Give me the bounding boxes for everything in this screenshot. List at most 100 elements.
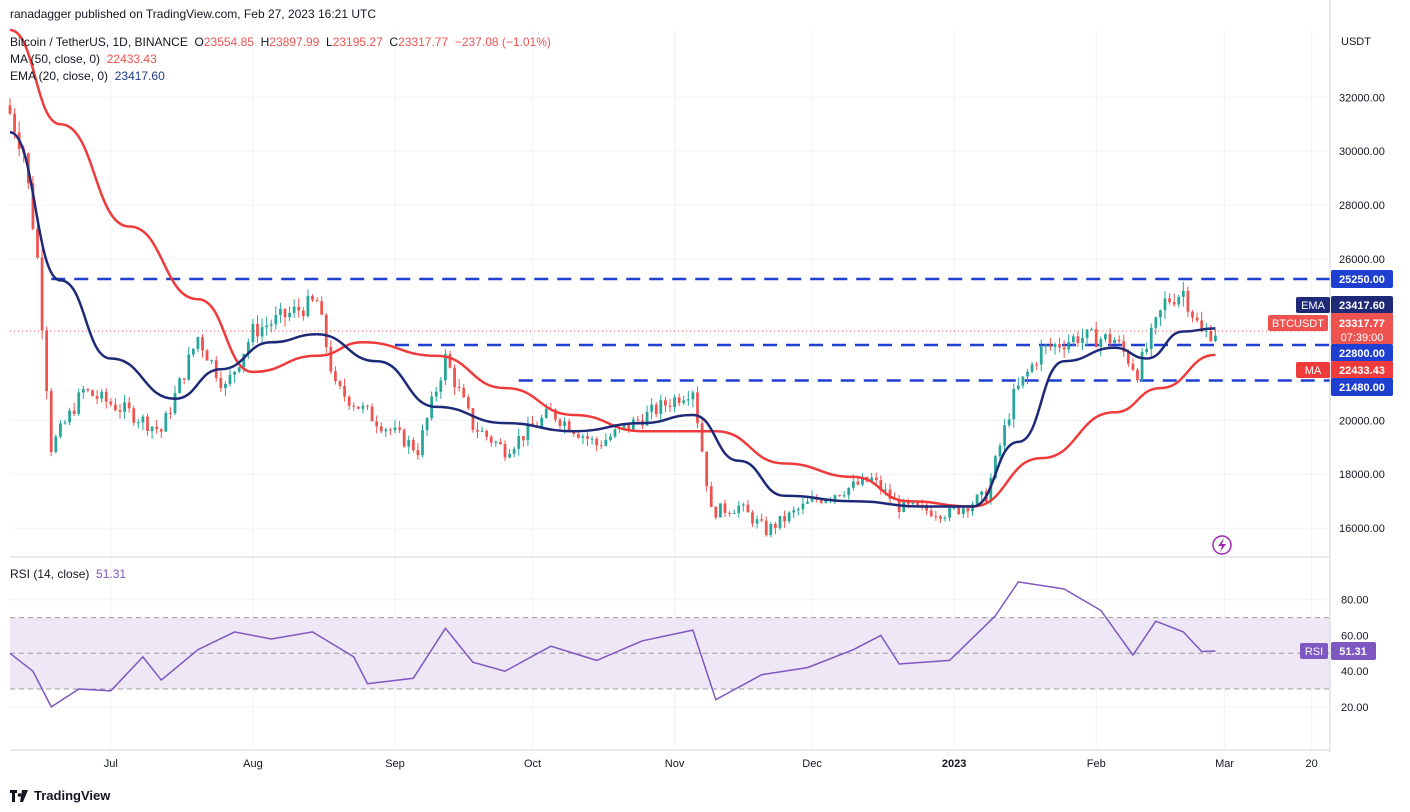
candle-body	[100, 391, 104, 399]
tradingview-logo[interactable]: TradingView	[10, 788, 110, 803]
change-value: −237.08 (−1.01%)	[454, 35, 551, 49]
candle-body	[476, 429, 479, 432]
ma-legend[interactable]: MA (50, close, 0) 22433.43	[10, 52, 157, 66]
candle-body	[627, 424, 631, 430]
ema-badge-tag: EMA	[1301, 300, 1326, 312]
candle-body	[939, 516, 942, 519]
candle-body	[705, 451, 709, 487]
candle-body	[1154, 317, 1158, 328]
candle-body	[1136, 369, 1139, 381]
candle-body	[132, 408, 136, 423]
countdown-label: 07:39:00	[1341, 332, 1384, 344]
ema-legend-label: EMA (20, close, 0)	[10, 69, 109, 83]
time-tick-label: Dec	[802, 758, 822, 770]
candle-body	[517, 436, 521, 449]
candle-body	[150, 426, 154, 432]
candle-body	[1012, 388, 1016, 420]
candle-body	[654, 404, 658, 415]
candle-body	[402, 429, 406, 447]
candle-body	[563, 421, 566, 426]
symbol-legend[interactable]: Bitcoin / TetherUS, 1D, BINANCE O23554.8…	[10, 35, 551, 49]
high-value: 23897.99	[269, 35, 320, 49]
candle-body	[595, 438, 599, 446]
candle-body	[279, 308, 282, 316]
candle-body	[1191, 311, 1194, 318]
time-tick-label: Sep	[385, 758, 405, 770]
low-value: 23195.27	[332, 35, 383, 49]
ma-legend-value: 22433.43	[106, 52, 157, 66]
candle-body	[975, 494, 979, 505]
candle-body	[457, 387, 461, 389]
candle-body	[581, 436, 585, 438]
price-tick-label: 26000.00	[1339, 254, 1385, 266]
rsi-value-box	[1331, 641, 1376, 660]
candle-body	[604, 439, 608, 446]
candle-body	[49, 391, 53, 453]
candle-body	[315, 300, 319, 302]
candle-body	[819, 499, 823, 503]
candle-body	[732, 512, 736, 514]
price-tick-label: 28000.00	[1339, 200, 1385, 212]
candle-body	[77, 392, 81, 414]
candle-body	[929, 510, 933, 517]
candle-body	[301, 310, 305, 317]
candle-body	[558, 419, 562, 426]
candle-body	[127, 402, 131, 409]
close-value: 23317.77	[398, 35, 449, 49]
candle-body	[1117, 339, 1121, 342]
candle-body	[489, 436, 493, 443]
lightning-icon	[1218, 538, 1226, 552]
candle-body	[961, 508, 965, 514]
candle-body	[306, 295, 310, 317]
rsi-tick-label: 20.00	[1341, 702, 1369, 714]
candle-body	[466, 397, 470, 409]
candle-body	[1163, 298, 1167, 311]
candle-body	[210, 360, 214, 362]
candle-body	[389, 429, 392, 431]
candle-body	[494, 442, 498, 444]
candle-body	[246, 342, 250, 354]
candle-body	[31, 183, 35, 229]
rsi-value-label: 51.31	[1339, 646, 1367, 658]
candle-body	[645, 411, 649, 426]
candle-body	[462, 387, 466, 398]
rsi-legend[interactable]: RSI (14, close) 51.31	[10, 567, 126, 581]
symbol-name[interactable]: Bitcoin / TetherUS, 1D, BINANCE	[10, 35, 188, 49]
candle-body	[806, 501, 809, 504]
candle-body	[1209, 330, 1213, 342]
candle-body	[650, 404, 654, 412]
candle-body	[948, 507, 951, 518]
candle-body	[847, 487, 851, 496]
candle-body	[686, 399, 690, 401]
candle-body	[109, 401, 113, 405]
candle-body	[45, 330, 49, 392]
rsi-tag: RSI	[1305, 646, 1323, 658]
candle-body	[292, 306, 296, 313]
candle-body	[508, 453, 511, 458]
candle-body	[1030, 364, 1034, 372]
candle-body	[1067, 342, 1071, 350]
candle-body	[994, 456, 997, 479]
candle-body	[1204, 330, 1208, 332]
candle-body	[664, 400, 667, 406]
candle-body	[911, 502, 915, 504]
candle-body	[1044, 345, 1048, 347]
candle-body	[1172, 302, 1176, 305]
candle-body	[682, 400, 686, 404]
candle-body	[943, 517, 947, 519]
ema-legend[interactable]: EMA (20, close, 0) 23417.60	[10, 69, 165, 83]
candle-body	[696, 392, 699, 424]
candle-body	[224, 383, 227, 389]
candle-body	[169, 412, 172, 414]
candle-body	[719, 503, 722, 518]
candle-body	[1195, 317, 1199, 321]
candle-body	[1085, 329, 1089, 338]
rsi-tick-label: 60.00	[1341, 630, 1369, 642]
candle-body	[838, 495, 841, 497]
candle-body	[677, 397, 681, 404]
candle-body	[1214, 335, 1217, 342]
candle-body	[810, 497, 814, 502]
candle-body	[572, 431, 576, 435]
candle-body	[1177, 296, 1181, 305]
